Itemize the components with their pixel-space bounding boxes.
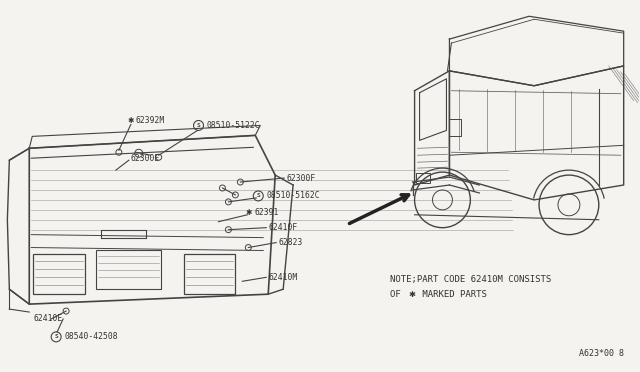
Text: ✱: ✱: [408, 290, 415, 299]
Text: NOTE;PART CODE 62410M CONSISTS: NOTE;PART CODE 62410M CONSISTS: [390, 275, 551, 284]
Text: 62300F: 62300F: [286, 174, 316, 183]
Text: S: S: [257, 193, 260, 198]
Text: ✱: ✱: [245, 208, 252, 217]
Text: 62391: 62391: [254, 208, 278, 217]
Text: 08510-5122C: 08510-5122C: [207, 121, 260, 130]
Text: 62410F: 62410F: [268, 223, 298, 232]
Text: 62392M: 62392M: [136, 116, 165, 125]
Text: 08540-42508: 08540-42508: [64, 332, 118, 341]
Text: 62410E: 62410E: [33, 314, 63, 324]
Text: 62300E: 62300E: [131, 154, 160, 163]
Text: A623*00 8: A623*00 8: [579, 349, 624, 358]
Text: OF: OF: [390, 290, 406, 299]
Text: 62823: 62823: [278, 238, 303, 247]
Text: S: S: [54, 334, 58, 339]
Text: 08510-5162C: 08510-5162C: [266, 192, 320, 201]
Text: MARKED PARTS: MARKED PARTS: [417, 290, 486, 299]
Text: S: S: [196, 123, 200, 128]
Text: 62410M: 62410M: [268, 273, 298, 282]
Text: ✱: ✱: [127, 116, 134, 125]
